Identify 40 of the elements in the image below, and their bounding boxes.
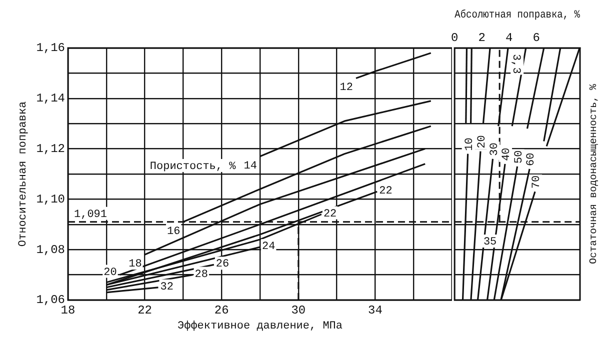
series-label: 22 — [323, 208, 337, 220]
series-label: 14 — [244, 160, 258, 172]
y-tick-label: 1,16 — [36, 41, 66, 56]
series-label: 12 — [340, 82, 353, 94]
x-tick-label: 22 — [138, 303, 152, 318]
ref-line-label: 3,3 — [510, 54, 522, 74]
annotation: 35 — [483, 236, 497, 249]
x-tick-label: 26 — [214, 303, 229, 318]
y-tick-label: 1,10 — [36, 192, 66, 206]
series-label: 32 — [160, 281, 174, 294]
y-tick-label: 1,08 — [36, 242, 66, 257]
text: 40 — [501, 148, 514, 161]
x-tick-label: 30 — [291, 303, 306, 318]
y2-axis-title: Остаточная водонасыщенность, % — [589, 84, 600, 264]
series-label: 16 — [167, 226, 180, 238]
x-tick-label: 6 — [532, 30, 540, 45]
x-tick-label: 4 — [506, 30, 513, 45]
series-label: 22 — [379, 186, 392, 198]
text: 50 — [513, 150, 526, 164]
series-label: 20 — [104, 266, 117, 279]
text: 30 — [488, 142, 501, 156]
annotation: Пористость, % — [150, 160, 236, 173]
text: 20 — [476, 135, 488, 148]
x-tick-label: 2 — [478, 30, 486, 45]
series-label: 28 — [194, 268, 208, 281]
series-label: 26 — [216, 258, 230, 271]
text: 60 — [526, 152, 538, 166]
y-tick-label: 1,14 — [36, 92, 66, 106]
series-label: 24 — [262, 241, 276, 254]
text: 70 — [531, 175, 544, 189]
x-tick-label: 34 — [368, 303, 382, 318]
x-tick-label: 18 — [60, 303, 76, 318]
x-axis-title: Абсолютная поправка, % — [454, 8, 581, 22]
text: 10 — [464, 138, 476, 151]
x-tick-label: 0 — [451, 30, 458, 45]
x-axis-title: Эффективное давление, МПа — [177, 320, 343, 332]
series-label: 18 — [128, 258, 142, 271]
ref-line-label: 1,091 — [74, 208, 108, 221]
y-axis-title: Относительная поправка — [18, 100, 30, 247]
y-tick-label: 1,12 — [36, 142, 66, 156]
